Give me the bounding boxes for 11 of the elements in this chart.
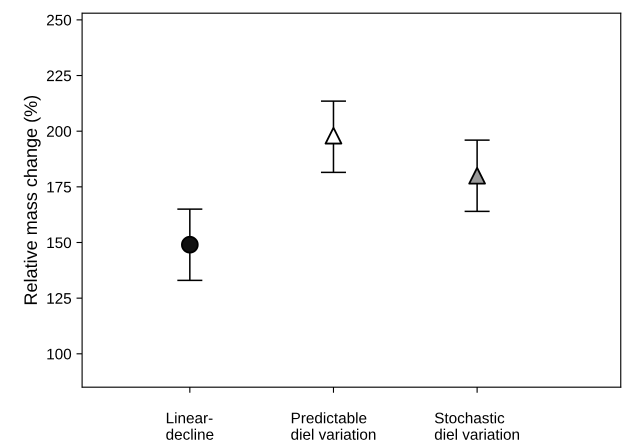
y-tick-label: 225 [46, 70, 72, 82]
y-axis-title: Relative mass change (%) [24, 96, 41, 304]
x-tick-label: Stochastic diel variation [434, 412, 520, 440]
x-tick-label: Linear- decline [166, 412, 214, 440]
x-tick-label: Predictable diel variation [291, 412, 376, 440]
y-tick-label: 150 [47, 237, 72, 248]
y-tick-label: 125 [47, 293, 72, 304]
y-tick-label: 100 [47, 348, 72, 360]
y-tick-label: 250 [46, 14, 72, 26]
y-tick-label: 200 [46, 126, 72, 137]
y-tick-label: 175 [47, 182, 72, 193]
